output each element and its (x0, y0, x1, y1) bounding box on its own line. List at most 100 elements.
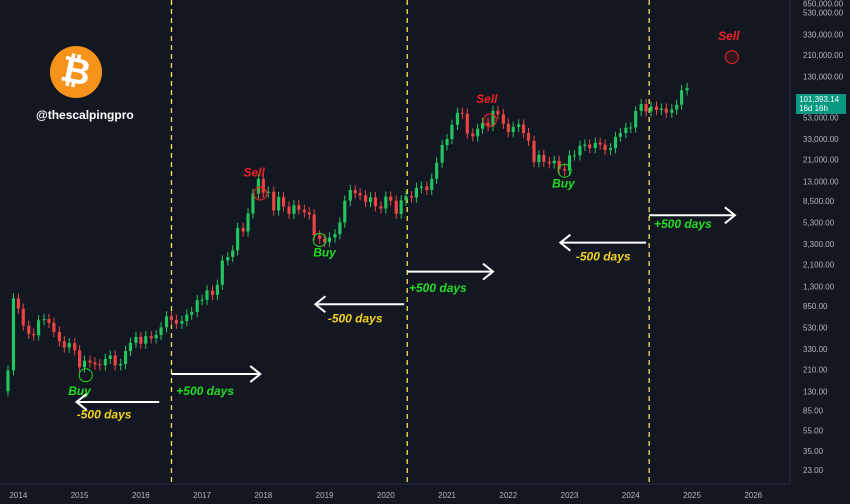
y-tick-label: 330,000.00 (803, 30, 844, 39)
candle-body (27, 325, 31, 334)
candle-body (450, 124, 454, 139)
candle-body (180, 321, 184, 324)
candle-body (73, 343, 77, 351)
candle-body (287, 206, 291, 214)
candle-body (149, 336, 153, 339)
candle-body (603, 144, 607, 150)
y-tick-label: 8,500.00 (803, 197, 835, 206)
candle-body (522, 124, 526, 134)
candle-body (205, 290, 209, 300)
x-tick-label: 2022 (499, 491, 517, 500)
candle-body (583, 144, 587, 146)
cycle-arrow-head (558, 233, 571, 252)
cycle-arrow-head (74, 393, 88, 411)
candle-body (57, 331, 61, 342)
sell-label: Sell (718, 29, 740, 43)
candle-body (16, 298, 20, 309)
candle-body (236, 227, 240, 251)
cycle-days-label: -500 days (328, 311, 383, 325)
candle-body (511, 126, 515, 133)
candle-body (404, 196, 408, 201)
y-tick-label: 210.00 (803, 365, 828, 374)
current-price-tag: 101,393.14 16d 16h (796, 94, 846, 114)
candle-body (430, 178, 434, 191)
candle-body (164, 316, 169, 328)
x-tick-label: 2023 (561, 491, 579, 500)
x-tick-label: 2019 (316, 491, 334, 500)
candle-body (220, 260, 224, 285)
candle-body (618, 133, 622, 137)
author-handle: @thescalpingpro (36, 108, 134, 122)
candle-body (159, 327, 163, 335)
candle-body (465, 113, 469, 134)
candle-body (195, 300, 199, 312)
candle-body (654, 106, 659, 110)
candle-body (200, 299, 204, 301)
candle-body (567, 155, 572, 171)
candle-body (261, 178, 265, 193)
candle-body (98, 364, 102, 366)
candle-body (373, 197, 377, 207)
candle-body (281, 197, 286, 207)
y-tick-label: 130.00 (803, 387, 828, 396)
y-tick-label: 1,300.00 (803, 282, 835, 291)
candle-body (88, 360, 92, 363)
candle-body (425, 186, 429, 191)
y-tick-label: 330.00 (803, 345, 828, 354)
cycle-arrow-head (313, 295, 327, 314)
candle-body (598, 142, 602, 145)
sell-marker-circle (724, 50, 739, 65)
candle-body (292, 205, 296, 214)
candle-body (215, 284, 219, 295)
sell-marker-circle (482, 113, 497, 128)
bitcoin-icon: ₿ (57, 48, 95, 95)
candle-body (327, 237, 332, 242)
candle-body (368, 197, 373, 203)
candle-body (526, 133, 531, 141)
candle-body (572, 155, 577, 157)
candle-body (364, 195, 368, 203)
candle-body (307, 212, 311, 215)
candle-body (231, 250, 235, 258)
candle-body (496, 110, 500, 115)
candle-body (210, 290, 215, 295)
candle-body (134, 336, 138, 343)
candle-body (563, 168, 567, 171)
cycle-arrow-head (724, 206, 737, 225)
candle-body (251, 193, 255, 214)
candle-body (302, 209, 306, 213)
y-tick-label: 2,100.00 (803, 261, 835, 270)
candle-body (491, 110, 495, 127)
candle-body (277, 197, 281, 211)
bitcoin-logo: ₿ (50, 46, 102, 98)
candle-body (593, 142, 597, 148)
candle-body (37, 320, 41, 336)
candle-body (537, 154, 541, 163)
candle-body (241, 227, 245, 232)
candle-body (108, 355, 112, 359)
y-tick-label: 5,300.00 (803, 218, 835, 227)
x-tick-label: 2018 (254, 491, 272, 500)
candle-body (246, 213, 250, 232)
candle-body (613, 136, 618, 149)
candle-body (333, 234, 337, 238)
candle-body (675, 104, 679, 110)
candle-body (542, 154, 546, 162)
y-axis-strip (790, 0, 850, 504)
candle-body (144, 336, 148, 344)
current-price-value: 101,393.14 (799, 95, 840, 104)
buy-marker-circle (78, 368, 93, 383)
candle-body (399, 200, 403, 214)
candle-body (266, 191, 270, 193)
candle-body (348, 190, 352, 201)
candle-body (506, 123, 510, 133)
candle-body (174, 319, 178, 324)
candle-body (664, 108, 668, 113)
buy-label: Buy (552, 177, 576, 191)
candle-body (47, 319, 51, 323)
candle-body (440, 145, 444, 163)
x-tick-label: 2014 (9, 491, 27, 500)
candle-body (358, 193, 362, 196)
